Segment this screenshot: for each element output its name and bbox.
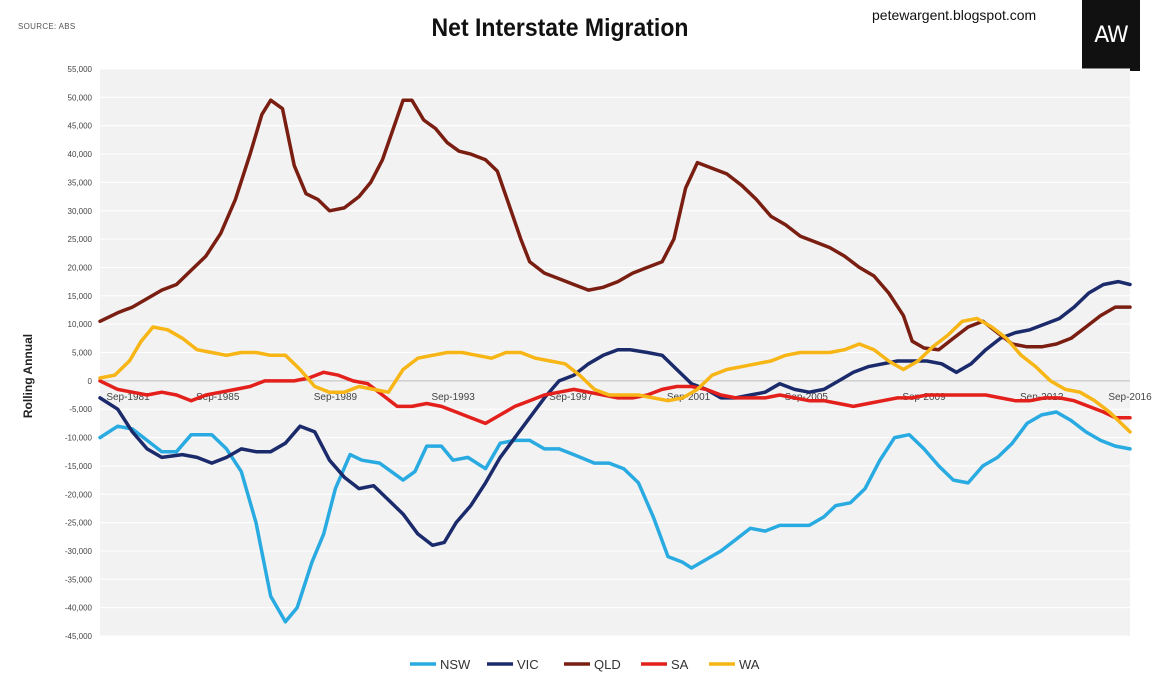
y-tick-label: 20,000 [68,263,93,272]
y-tick-label: -40,000 [65,604,93,613]
series-lines [98,98,1132,624]
y-tick-label: -30,000 [65,547,93,556]
y-tick-label: 45,000 [68,122,93,131]
x-tick-label: Sep-2016 [1108,392,1152,403]
y-tick-label: -35,000 [65,575,93,584]
x-tick-label: Sep-2001 [667,392,711,403]
x-tick-label: Sep-1993 [431,392,475,403]
x-tick-label: Sep-1997 [549,392,593,403]
series-line-qld [98,98,1132,352]
legend-label: WA [739,657,760,672]
chart-title: Net Interstate Migration [431,14,689,42]
legend-item-sa: SA [641,657,689,672]
y-tick-label: -20,000 [65,490,93,499]
legend-item-vic: VIC [487,657,539,672]
x-tick-label: Sep-2009 [902,392,946,403]
y-tick-label: 30,000 [68,207,93,216]
blog-url: petewargent.blogspot.com [872,7,1037,23]
y-tick-label: 55,000 [68,65,93,74]
y-tick-label: -10,000 [65,434,93,443]
legend-item-wa: WA [709,657,760,672]
legend-label: SA [671,657,689,672]
y-tick-label: 0 [88,377,93,386]
y-tick-label: 5,000 [72,349,93,358]
legend-label: QLD [594,657,621,672]
y-axis: 55,000 50,000 45,000 40,000 35,000 30,000 25,0… [65,65,93,641]
y-tick-label: 50,000 [68,93,93,102]
y-tick-label: 15,000 [68,292,93,301]
y-tick-label: -25,000 [65,519,93,528]
series-line-vic [98,279,1132,548]
source-label: SOURCE: ABS [18,22,76,31]
y-tick-label: -15,000 [65,462,93,471]
y-tick-label: 25,000 [68,235,93,244]
y-tick-label: 35,000 [68,178,93,187]
x-tick-label: Sep-2005 [785,392,829,403]
series-line-nsw [98,410,1132,624]
x-tick-label: Sep-1985 [196,392,240,403]
y-tick-label: -5,000 [69,405,92,414]
legend-item-nsw: NSW [410,657,471,672]
y-tick-label: -45,000 [65,632,93,641]
legend-label: VIC [517,657,539,672]
x-tick-label: Sep-1981 [106,392,150,403]
x-tick-label: Sep-1989 [314,392,358,403]
legend-label: NSW [440,657,471,672]
y-tick-label: 40,000 [68,150,93,159]
y-axis-label: Rolling Annual [21,334,35,418]
series-line-sa [98,370,1132,426]
series-line-wa [98,316,1132,434]
aw-logo: AW [1082,0,1140,71]
y-tick-label: 10,000 [68,320,93,329]
legend-item-qld: QLD [564,657,621,672]
legend: NSW VIC QLD SA WA [410,657,760,672]
